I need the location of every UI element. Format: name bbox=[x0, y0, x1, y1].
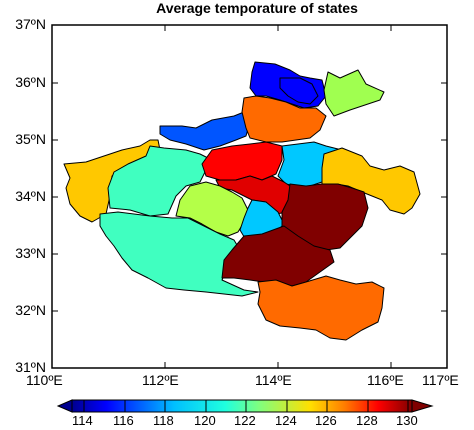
lon-label: 112ºE bbox=[142, 372, 179, 388]
region-northwest bbox=[159, 111, 251, 151]
lon-label: 117ºE bbox=[422, 372, 459, 388]
region-southwest bbox=[99, 211, 259, 297]
lat-label: 33ºN bbox=[15, 245, 46, 261]
region-west-center bbox=[107, 145, 213, 217]
colorbar-tick-label: 124 bbox=[275, 413, 297, 428]
lat-label: 31ºN bbox=[15, 359, 46, 375]
region-north-center bbox=[241, 95, 327, 143]
lat-label: 32ºN bbox=[15, 302, 46, 318]
colorbar-tick-label: 126 bbox=[315, 413, 337, 428]
lat-label: 37ºN bbox=[15, 16, 46, 32]
lat-label: 34ºN bbox=[15, 188, 46, 204]
chart-title: Average temporature of states bbox=[156, 0, 358, 16]
colorbar-min-arrow bbox=[56, 399, 73, 413]
region-north-2 bbox=[279, 77, 319, 105]
lat-label: 36ºN bbox=[15, 74, 46, 90]
colorbar-max-arrow bbox=[411, 399, 434, 413]
region-northeast bbox=[323, 69, 385, 117]
lon-label: 114ºE bbox=[255, 372, 292, 388]
lat-label: 35ºN bbox=[15, 131, 46, 147]
region-center-small bbox=[175, 181, 249, 237]
colorbar-tick-label: 122 bbox=[234, 413, 256, 428]
colorbar-tick-label: 130 bbox=[396, 413, 418, 428]
colorbar-tick-label: 116 bbox=[113, 413, 134, 428]
colorbar-tick-label: 114 bbox=[72, 413, 93, 428]
colorbar-tick-label: 120 bbox=[194, 413, 216, 428]
colorbar bbox=[71, 399, 413, 413]
lon-label: 110ºE bbox=[26, 372, 63, 388]
colorbar-tick-label: 118 bbox=[153, 413, 174, 428]
region-south bbox=[257, 275, 385, 341]
region-southeast-1 bbox=[281, 183, 369, 251]
colorbar-tick-label: 128 bbox=[356, 413, 378, 428]
lon-label: 116ºE bbox=[367, 372, 404, 388]
